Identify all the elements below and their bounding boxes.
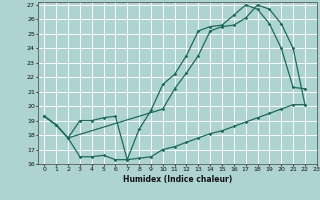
X-axis label: Humidex (Indice chaleur): Humidex (Indice chaleur) (123, 175, 232, 184)
